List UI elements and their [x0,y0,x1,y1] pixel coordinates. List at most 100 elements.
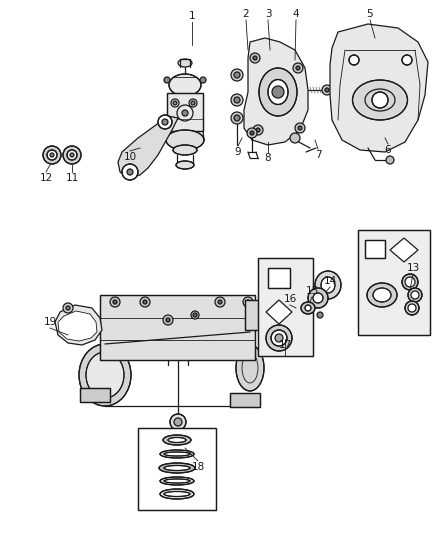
Bar [138,428,215,510]
Bar [357,230,429,335]
Ellipse shape [372,288,390,302]
Ellipse shape [159,463,194,473]
Ellipse shape [159,477,194,485]
Circle shape [230,112,243,124]
Circle shape [193,313,197,317]
Circle shape [162,119,168,125]
Bar [244,300,274,330]
Bar [138,428,215,510]
Circle shape [173,101,177,105]
Circle shape [247,128,256,138]
Circle shape [63,303,73,313]
Circle shape [140,297,150,307]
Circle shape [371,92,387,108]
Ellipse shape [300,302,314,314]
Bar [267,268,290,288]
Circle shape [255,128,259,132]
Circle shape [164,77,170,83]
Text: 6: 6 [384,145,390,155]
Circle shape [70,153,74,157]
Text: 9: 9 [234,147,241,157]
Circle shape [348,55,358,65]
Circle shape [401,274,417,290]
Circle shape [50,153,54,157]
Bar [357,230,429,335]
Circle shape [249,53,259,63]
Bar [100,295,254,360]
Circle shape [166,318,170,322]
Circle shape [233,97,240,103]
Bar [258,258,312,356]
Text: 10: 10 [123,152,136,162]
Circle shape [230,69,243,81]
Ellipse shape [270,330,286,346]
Ellipse shape [86,352,124,398]
Circle shape [191,311,198,319]
Circle shape [158,115,172,129]
Text: 11: 11 [65,173,78,183]
Ellipse shape [166,130,204,150]
Ellipse shape [177,59,191,67]
Text: 3: 3 [264,9,271,19]
Ellipse shape [169,74,201,96]
Circle shape [122,164,138,180]
Circle shape [127,169,133,175]
Circle shape [404,301,418,315]
Circle shape [245,300,249,304]
Bar [80,388,110,402]
Bar [166,93,202,131]
Circle shape [292,63,302,73]
Circle shape [324,88,328,92]
Circle shape [200,77,205,83]
Bar [166,93,202,131]
Ellipse shape [79,344,131,406]
Circle shape [233,72,240,78]
Ellipse shape [164,452,190,456]
Bar [267,268,290,288]
Text: 16: 16 [283,294,296,304]
Polygon shape [329,24,427,152]
Circle shape [316,312,322,318]
Ellipse shape [173,418,182,426]
Text: 4: 4 [292,9,299,19]
Circle shape [272,86,283,98]
Ellipse shape [352,80,406,120]
Circle shape [401,55,411,65]
Circle shape [407,288,421,302]
Ellipse shape [307,288,327,308]
Ellipse shape [366,283,396,307]
Ellipse shape [159,489,194,499]
Ellipse shape [304,305,310,311]
Circle shape [321,85,331,95]
Ellipse shape [176,161,194,169]
Circle shape [63,146,81,164]
Text: 2: 2 [242,9,249,19]
Circle shape [404,277,414,287]
Polygon shape [58,311,97,341]
Ellipse shape [314,271,340,299]
Circle shape [297,126,301,130]
Circle shape [218,300,222,304]
Bar [100,295,254,360]
Ellipse shape [320,277,334,293]
Ellipse shape [274,334,283,342]
Text: 1: 1 [188,11,195,21]
Circle shape [252,56,256,60]
Circle shape [410,291,418,299]
Text: 13: 13 [406,263,419,273]
Circle shape [66,306,70,310]
Circle shape [47,150,57,160]
Polygon shape [118,116,177,178]
Bar [80,388,110,402]
Bar [244,300,274,330]
Circle shape [182,110,187,116]
Polygon shape [265,300,291,324]
Text: 19: 19 [43,317,57,327]
Circle shape [143,300,147,304]
Circle shape [230,94,243,106]
Circle shape [407,304,415,312]
Text: 18: 18 [191,462,204,472]
Ellipse shape [164,465,190,471]
Ellipse shape [164,491,190,497]
Ellipse shape [162,435,191,445]
